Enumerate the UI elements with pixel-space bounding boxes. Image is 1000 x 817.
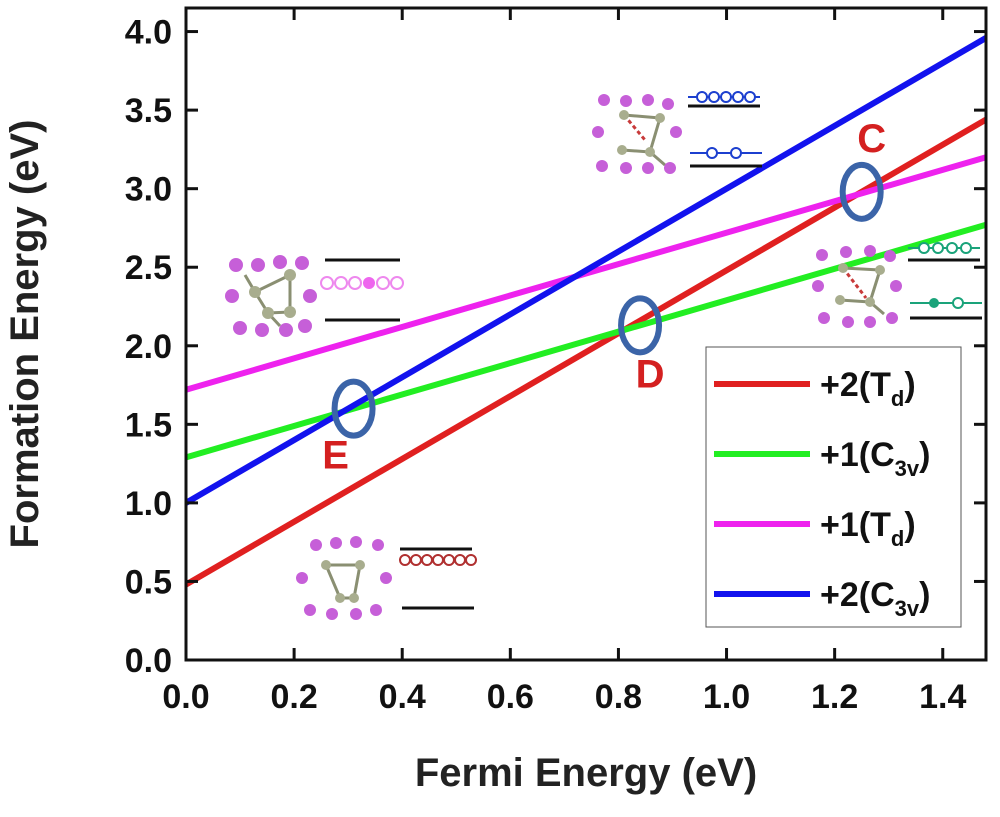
marker-ellipse-c: [839, 161, 884, 222]
series-line-3: [186, 35, 986, 506]
legend-label-2: +1(Td): [820, 506, 916, 551]
plot-frame: [184, 6, 988, 662]
tick-layer: 0.0 0.2 0.4 0.6 0.8 1.0 1.2 1.4 0.0 0.5 1.0 1.5 2.0 2…: [125, 8, 986, 716]
x-tick-label-6: 1.2: [811, 678, 858, 716]
legend: +2(Td) +1(C3v) +1(Td) +2(C3v): [705, 346, 962, 628]
x-tick-label-1: 0.2: [270, 678, 317, 716]
y-tick-label-0: 0.0: [125, 642, 172, 680]
x-tick-label-2: 0.4: [379, 678, 426, 716]
legend-label-1: +1(C3v): [820, 436, 930, 481]
y-axis-title: Formation Energy (eV): [3, 120, 47, 549]
y-tick-label-4: 2.0: [125, 328, 172, 366]
marker-label-d: D: [636, 352, 665, 396]
series-line-1: [186, 221, 986, 461]
structure-inset-right: [812, 242, 982, 328]
y-tick-label-3: 1.5: [125, 406, 172, 444]
y-tick-label-6: 3.0: [125, 171, 172, 209]
marker-label-c: C: [857, 117, 886, 161]
marker-label-e: E: [322, 434, 349, 478]
legend-label-0: +2(Td): [820, 366, 916, 411]
x-axis-title: Fermi Energy (eV): [415, 751, 757, 795]
marker-ellipse-d: [618, 295, 663, 356]
y-tick-label-7: 3.5: [125, 92, 172, 130]
structure-inset-bottom: [296, 536, 477, 620]
y-tick-label-8: 4.0: [125, 14, 172, 52]
structure-inset-top: [592, 91, 762, 174]
x-tick-label-5: 1.0: [703, 678, 750, 716]
x-tick-label-0: 0.0: [162, 678, 209, 716]
series-layer: [186, 35, 986, 588]
marker-layer: C D E: [322, 117, 886, 478]
x-tick-label-7: 1.4: [919, 678, 966, 716]
y-tick-label-1: 0.5: [125, 563, 172, 601]
y-tick-label-5: 2.5: [125, 249, 172, 287]
legend-box: [705, 346, 962, 628]
legend-label-3: +2(C3v): [820, 576, 930, 621]
x-tick-label-4: 0.8: [595, 678, 642, 716]
marker-ellipse-e: [331, 378, 376, 439]
x-tick-label-3: 0.6: [487, 678, 534, 716]
y-tick-label-2: 1.0: [125, 485, 172, 523]
structure-inset-left: [225, 255, 404, 337]
